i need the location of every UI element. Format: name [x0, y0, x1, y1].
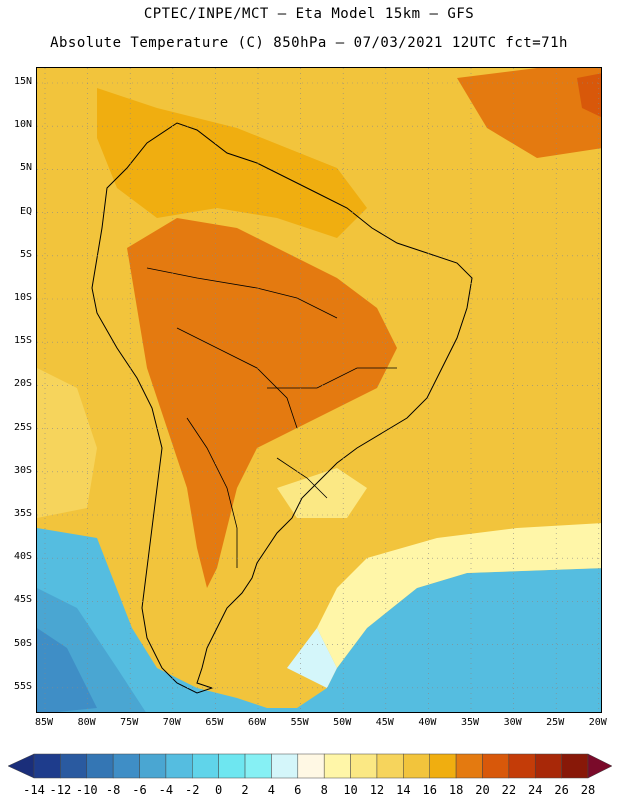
colorbar-swatch: [455, 753, 483, 779]
colorbar-swatch: [218, 753, 246, 779]
colorbar-label: 22: [501, 783, 517, 797]
colorbar-arrow-high: [587, 753, 613, 779]
colorbar-swatch: [86, 753, 114, 779]
colorbar-swatch: [403, 753, 430, 779]
colorbar-swatch: [60, 753, 88, 779]
colorbar-label: 4: [267, 783, 276, 797]
colorbar-swatch: [244, 753, 272, 779]
colorbar-arrow-low: [7, 753, 35, 779]
colorbar-swatch: [534, 753, 562, 779]
chart-title: CPTEC/INPE/MCT – Eta Model 15km – GFS: [143, 6, 475, 22]
lat-label: 40S: [13, 551, 32, 563]
colorbar-swatch: [112, 753, 140, 779]
colorbar-label: -8: [105, 783, 121, 797]
colorbar-swatch: [271, 753, 299, 779]
border-north: [146, 267, 338, 319]
chart-subtitle: Absolute Temperature (C) 850hPa – 07/03/…: [50, 35, 568, 51]
lat-label: 5S: [19, 248, 32, 260]
lat-label: 25S: [13, 421, 32, 433]
lat-label: EQ: [19, 205, 32, 217]
field-cold-south: [37, 528, 601, 712]
colorbar-label: 14: [396, 783, 411, 797]
temperature-map: [36, 67, 602, 713]
lat-label: 15S: [13, 335, 32, 347]
lat-label: 35S: [13, 508, 32, 519]
colorbar: [0, 750, 618, 800]
colorbar-label: -2: [185, 783, 200, 797]
field-warm-continent: [127, 218, 397, 588]
colorbar-label: 20: [475, 783, 490, 797]
field-warm-north: [97, 88, 367, 238]
colorbar-label: 12: [369, 783, 385, 797]
coastline: [91, 122, 473, 694]
lon-label: 55W: [290, 717, 309, 728]
field-pale-patch: [287, 628, 337, 688]
lon-label: 20W: [588, 717, 607, 728]
colorbar-label: 18: [448, 783, 464, 797]
colorbar-label: 10: [343, 783, 358, 797]
lat-label: 50S: [13, 637, 32, 649]
border-central: [267, 367, 397, 389]
colorbar-swatch: [508, 753, 536, 779]
lat-label: 30S: [13, 464, 32, 476]
colorbar-swatch: [482, 753, 510, 779]
border-west: [176, 327, 298, 429]
lat-label: 10S: [13, 292, 32, 303]
colorbar-label: -12: [49, 783, 72, 797]
colorbar-label: -14: [23, 783, 45, 797]
lon-label: 80W: [77, 717, 96, 728]
colorbar-swatch: [561, 753, 589, 779]
field-hot-atlantic: [577, 73, 601, 118]
lon-label: 85W: [34, 717, 54, 728]
colorbar-swatch: [350, 753, 378, 779]
colorbar-swatch: [192, 753, 219, 779]
border-chile-argentina: [186, 417, 238, 568]
colorbar-label: 28: [580, 783, 596, 797]
lon-label: 30W: [503, 717, 522, 728]
colorbar-swatch: [33, 753, 61, 779]
colorbar-swatch: [297, 753, 325, 779]
lon-label: 25W: [546, 717, 565, 728]
lon-label: 50W: [333, 717, 352, 728]
colorbar-swatch: [165, 753, 193, 779]
colorbar-label: 0: [215, 783, 223, 797]
lat-label: 20S: [13, 378, 32, 390]
field-transition-band: [317, 523, 601, 668]
colorbar-label: -4: [158, 783, 174, 797]
colorbar-label: 24: [528, 783, 543, 797]
lon-label: 65W: [205, 717, 224, 728]
lon-label: 40W: [418, 717, 437, 728]
map-svg: [37, 68, 601, 712]
colorbar-swatch: [376, 753, 404, 779]
field-warm-atlantic-north: [457, 68, 601, 158]
colorbar-label: 2: [241, 783, 249, 797]
border-south: [276, 457, 328, 499]
colorbar-label: 26: [554, 783, 569, 797]
colorbar-swatch: [139, 753, 167, 779]
lon-label: 75W: [120, 717, 139, 728]
lon-label: 45W: [375, 717, 394, 728]
colorbar-label: -6: [132, 783, 147, 797]
lat-label: 15N: [13, 76, 32, 87]
lat-label: 5N: [19, 162, 32, 174]
colorbar-swatch: [323, 753, 351, 779]
field-coldest-southwest: [37, 628, 97, 712]
colorbar-label: 16: [422, 783, 437, 797]
colorbar-label: 8: [320, 783, 328, 797]
lon-label: 35W: [460, 717, 480, 728]
lat-label: 45S: [13, 594, 32, 606]
lat-label: 55S: [13, 680, 32, 692]
field-pacific-cool: [37, 368, 97, 518]
lon-label: 60W: [247, 717, 267, 728]
lon-label: 70W: [162, 717, 181, 728]
colorbar-svg: [7, 753, 613, 779]
lat-label: 10N: [13, 119, 32, 131]
colorbar-swatch: [429, 753, 457, 779]
colorbar-label: 6: [294, 783, 302, 797]
colorbar-label: -10: [75, 783, 98, 797]
